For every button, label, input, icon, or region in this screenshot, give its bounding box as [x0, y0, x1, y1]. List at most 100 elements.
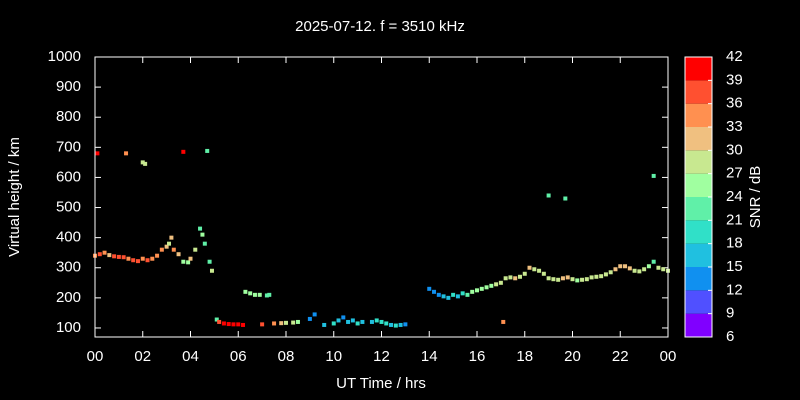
data-point — [646, 264, 651, 269]
colorbar-band — [685, 127, 712, 151]
data-point — [312, 312, 317, 317]
data-point — [346, 319, 351, 324]
data-point — [623, 264, 628, 269]
data-point — [522, 271, 527, 276]
data-point — [284, 320, 288, 325]
data-point — [470, 289, 475, 294]
data-point — [627, 266, 632, 271]
data-point — [484, 285, 489, 290]
colorbar-band — [685, 150, 712, 174]
data-point — [198, 226, 203, 231]
colorbar-tick-label: 6 — [726, 328, 734, 345]
colorbar-tick-label: 33 — [726, 118, 743, 135]
data-point — [651, 259, 656, 264]
data-point — [181, 149, 186, 154]
data-point — [291, 320, 296, 325]
data-point — [369, 319, 374, 324]
data-point — [594, 274, 599, 279]
data-point — [279, 321, 284, 326]
data-point — [307, 316, 312, 321]
data-point — [336, 318, 341, 323]
data-point — [475, 288, 479, 293]
plot-frame — [94, 56, 669, 338]
data-point — [501, 319, 506, 324]
y-tick-label: 1000 — [48, 48, 81, 65]
x-tick-label: 04 — [182, 348, 199, 365]
data-point — [341, 315, 346, 320]
data-point — [575, 278, 580, 283]
data-point — [656, 265, 661, 270]
data-point — [207, 259, 212, 264]
data-point — [398, 322, 403, 327]
data-point — [494, 282, 499, 287]
y-tick-label: 600 — [56, 168, 81, 185]
data-point — [124, 151, 129, 156]
data-point — [556, 277, 561, 282]
x-tick-label: 14 — [421, 348, 438, 365]
colorbar-band — [685, 173, 712, 197]
data-point — [389, 322, 394, 327]
colorbar-band — [685, 103, 712, 127]
colorbar-tick-label: 36 — [726, 95, 743, 112]
data-point — [546, 276, 551, 281]
data-point — [455, 294, 460, 299]
colorbar-tick-label: 24 — [726, 188, 743, 205]
data-point — [272, 321, 277, 326]
data-point — [145, 258, 150, 263]
data-point — [589, 275, 594, 280]
data-point — [503, 276, 508, 281]
data-point — [379, 319, 384, 324]
data-point — [241, 322, 246, 327]
data-point — [580, 277, 585, 282]
data-point — [209, 268, 214, 273]
data-point — [427, 286, 432, 291]
data-point — [451, 292, 456, 297]
colorbar-band — [685, 290, 712, 314]
data-point — [508, 275, 513, 280]
x-tick-label: 20 — [564, 348, 581, 365]
data-point — [599, 274, 604, 279]
data-point — [126, 256, 131, 261]
data-point — [186, 260, 191, 265]
data-point — [155, 253, 160, 258]
data-point — [563, 196, 568, 201]
data-point — [140, 256, 145, 261]
y-axis-label: Virtual height / km — [6, 137, 23, 257]
y-tick-label: 700 — [56, 138, 81, 155]
data-point — [517, 274, 522, 279]
data-point — [384, 321, 389, 326]
data-point — [513, 276, 518, 281]
data-point — [169, 235, 174, 240]
data-point — [570, 277, 575, 282]
x-axis-label: UT Time / hrs — [336, 375, 426, 392]
data-point — [632, 268, 637, 273]
data-point — [248, 291, 253, 296]
data-point — [236, 322, 241, 327]
data-point — [403, 322, 408, 327]
data-point — [603, 272, 608, 277]
x-tick-label: 08 — [278, 348, 295, 365]
y-tick-label: 200 — [56, 289, 81, 306]
data-point — [432, 289, 437, 294]
data-point — [374, 318, 379, 323]
data-point — [560, 276, 565, 281]
colorbar-tick-label: 42 — [726, 48, 743, 65]
colorbar-tick-label: 30 — [726, 141, 743, 158]
data-point — [441, 294, 446, 299]
data-point — [97, 252, 102, 257]
colorbar-tick-label: 12 — [726, 281, 743, 298]
data-point — [331, 321, 336, 326]
colorbar-band — [685, 220, 712, 244]
data-point — [479, 286, 484, 291]
data-point — [613, 267, 618, 272]
y-tick-label: 300 — [56, 259, 81, 276]
data-point — [176, 252, 181, 257]
data-point — [181, 259, 186, 264]
y-tick-label: 900 — [56, 78, 81, 95]
colorbar-band — [685, 267, 712, 291]
data-point — [121, 255, 126, 260]
data-point — [143, 161, 148, 166]
colorbar-band — [685, 57, 712, 81]
data-point — [131, 258, 136, 263]
x-tick-label: 18 — [516, 348, 533, 365]
